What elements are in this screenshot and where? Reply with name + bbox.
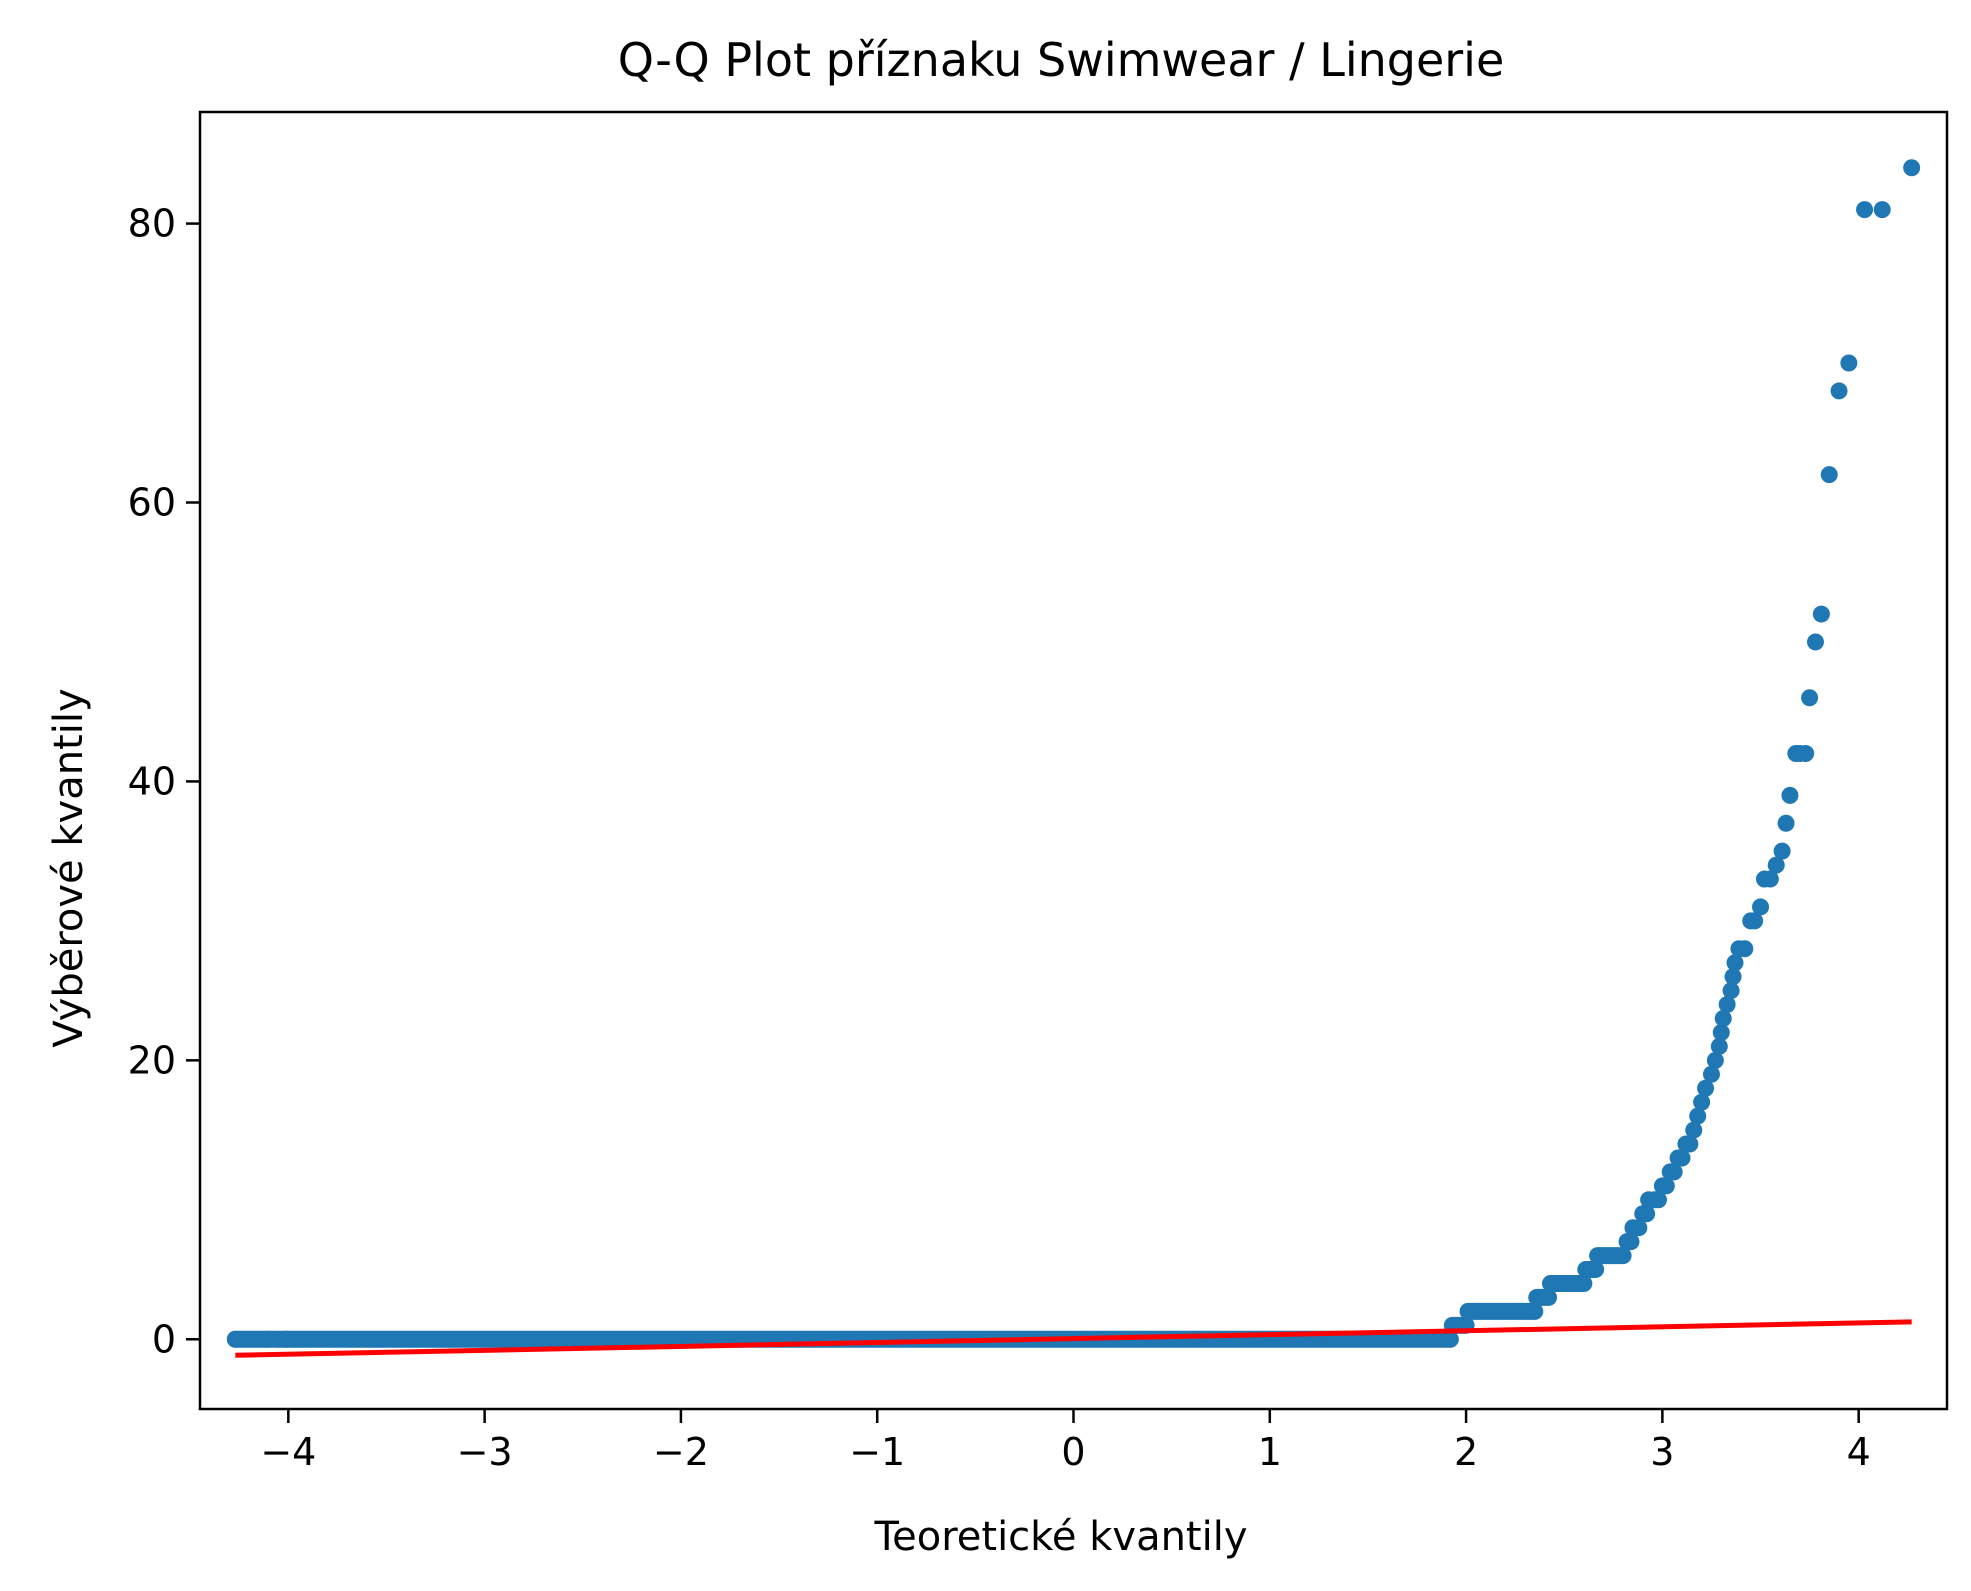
data-point-1 [1622,1233,1640,1251]
data-point-18 [1689,1107,1707,1125]
data-point-47 [1820,466,1838,484]
data-point-38 [1773,842,1791,860]
y-axis-label: Výběrové kvantily [46,688,92,1047]
y-tick-label-4: 80 [128,202,176,246]
data-point-24 [1712,1023,1730,1041]
y-tick-label-1: 20 [128,1038,176,1082]
data-point-14 [1673,1149,1691,1167]
data-point-26 [1718,996,1736,1014]
y-tick-label-2: 40 [128,759,176,803]
data-point-20 [1697,1079,1715,1097]
y-tick-label-0: 0 [152,1317,176,1361]
data-point-16 [1681,1135,1699,1153]
data-point-43 [1797,745,1815,763]
data-point-10 [1657,1177,1675,1195]
data-point-3 [1630,1219,1648,1237]
data-point-50 [1856,201,1874,219]
data-points [226,159,1921,1348]
data-point-39 [1777,814,1795,832]
x-tick-label-1: −3 [457,1430,513,1474]
data-point-40 [1781,786,1799,804]
data-point-37 [1767,856,1785,874]
reference-line-group [235,1319,1912,1358]
data-point-34 [1752,898,1770,916]
x-axis-label: Teoretické kvantily [873,1514,1247,1560]
x-tick-label-6: 2 [1454,1430,1478,1474]
data-point-12 [1665,1163,1683,1181]
data-point-21 [1702,1065,1720,1083]
x-tick-label-2: −2 [653,1430,709,1474]
data-point-49 [1840,354,1858,372]
data-point-45 [1806,633,1824,651]
plot-frame [198,110,1949,1411]
data-point-31 [1736,940,1754,958]
data-point-low-2 [277,1330,295,1348]
data-point-33 [1746,912,1764,930]
x-tick-label-8: 4 [1847,1430,1871,1474]
data-point-25 [1714,1010,1732,1028]
data-point-19 [1693,1093,1711,1111]
x-tick-label-4: 0 [1061,1430,1085,1474]
data-point-22 [1706,1051,1724,1069]
x-tick-label-3: −1 [849,1430,905,1474]
data-point-46 [1812,605,1830,623]
data-point-36 [1761,870,1779,888]
data-point-27 [1722,982,1740,1000]
data-point-23 [1710,1037,1728,1055]
data-point-28 [1724,968,1742,986]
x-tick-label-0: −4 [260,1430,316,1474]
data-point-min [226,1330,244,1348]
reference-line [235,1319,1912,1358]
data-point-17 [1685,1121,1703,1139]
data-point-29 [1726,954,1744,972]
data-point-51 [1873,201,1891,219]
data-point-low-1 [258,1330,276,1348]
data-point-52 [1903,159,1921,177]
data-point-48 [1830,382,1848,400]
data-point-8 [1649,1191,1667,1209]
x-tick-label-5: 1 [1258,1430,1282,1474]
data-point-5 [1638,1205,1656,1223]
y-tick-label-3: 60 [128,480,176,524]
chart-title: Q-Q Plot příznaku Swimwear / Lingerie [618,33,1505,87]
data-point-44 [1801,689,1819,707]
x-tick-label-7: 3 [1650,1430,1674,1474]
